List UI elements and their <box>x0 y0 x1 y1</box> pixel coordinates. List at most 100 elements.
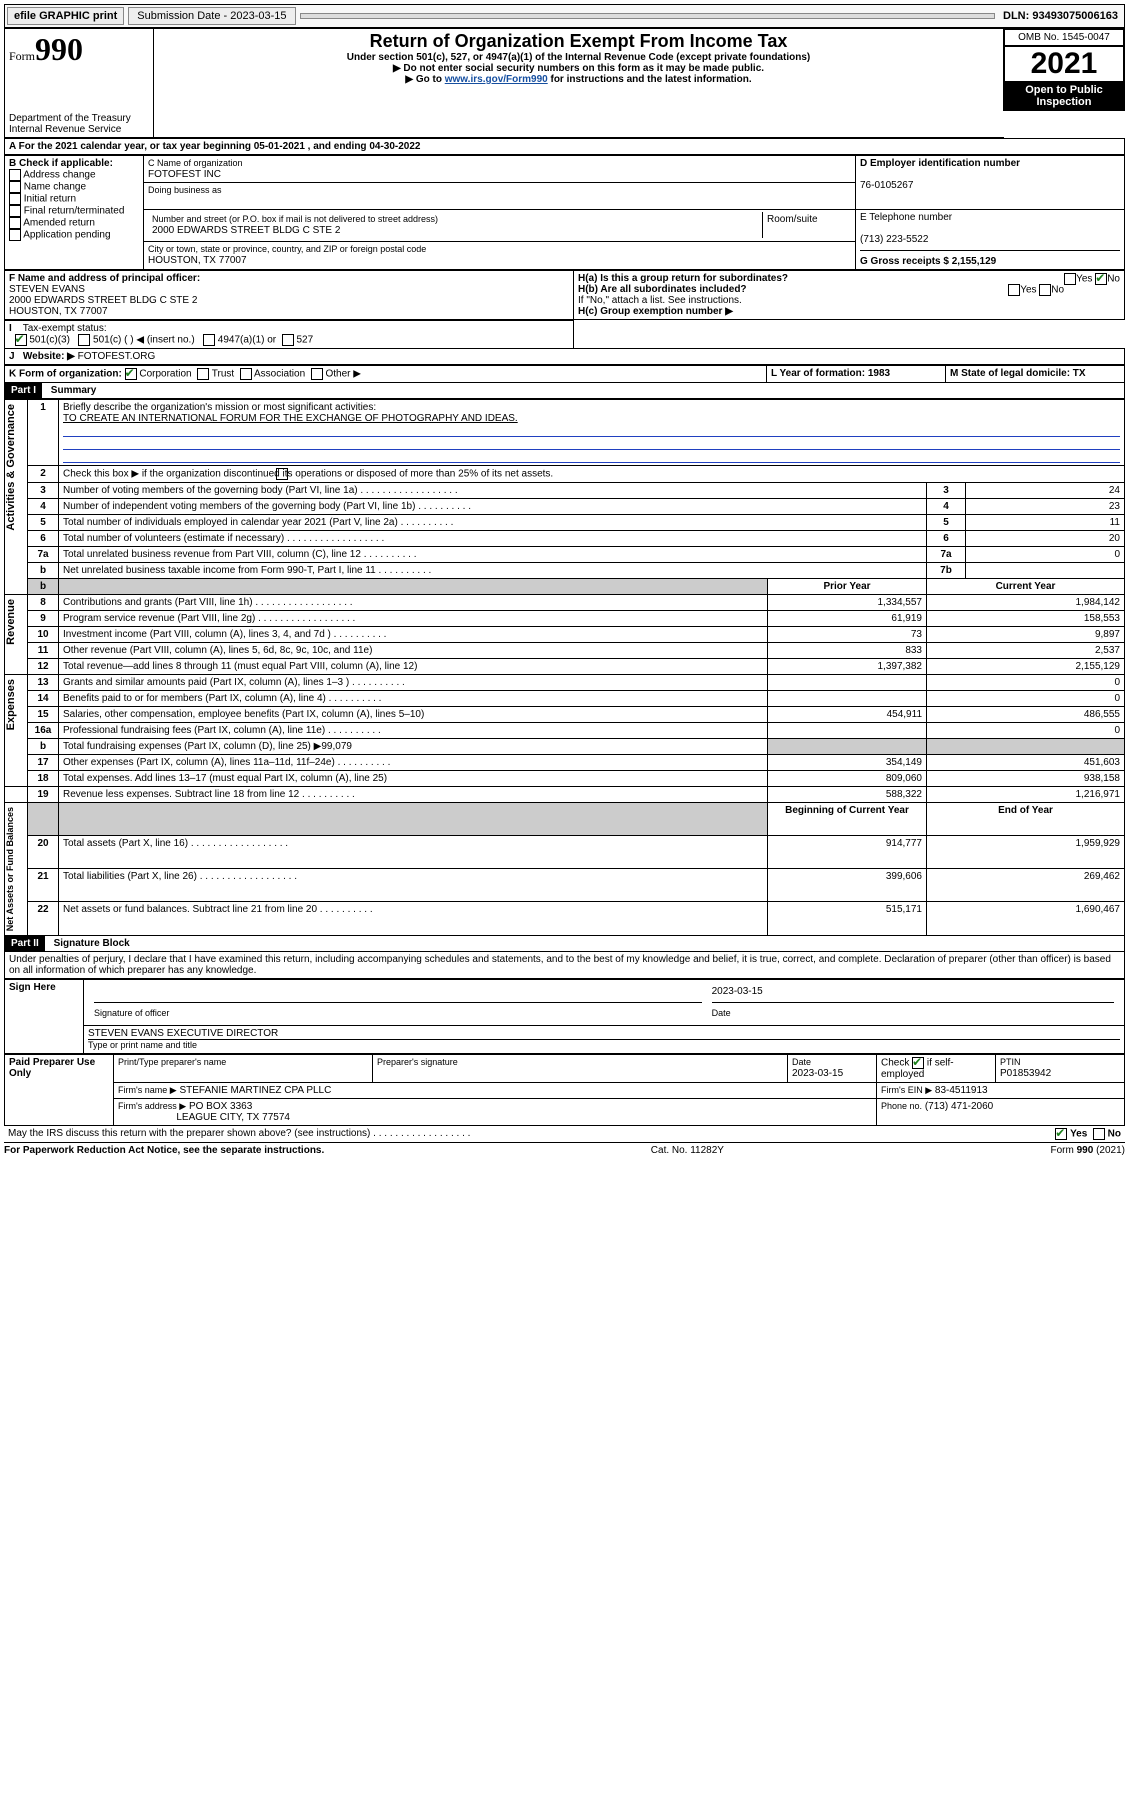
gov-row: 5Total number of individuals employed in… <box>5 514 1125 530</box>
part1-header: Part I <box>5 383 42 398</box>
trust-checkbox[interactable] <box>197 368 209 380</box>
street-value: 2000 EDWARDS STREET BLDG C STE 2 <box>152 225 340 236</box>
gov-row: 7aTotal unrelated business revenue from … <box>5 546 1125 562</box>
gov-row: 6Total number of volunteers (estimate if… <box>5 530 1125 546</box>
prep-sig-label: Preparer's signature <box>377 1057 458 1067</box>
tax-year: 2021 <box>1004 46 1124 82</box>
section-l: L Year of formation: 1983 <box>767 365 946 382</box>
501c-checkbox[interactable] <box>78 334 90 346</box>
gov-row: 4Number of independent voting members of… <box>5 498 1125 514</box>
gov-row: bNet unrelated business taxable income f… <box>5 562 1125 578</box>
gov-row: 3Number of voting members of the governi… <box>5 482 1125 498</box>
top-bar: efile GRAPHIC print Submission Date - 20… <box>4 4 1125 28</box>
hb-no-checkbox[interactable] <box>1039 284 1051 296</box>
line-a: A For the 2021 calendar year, or tax yea… <box>5 138 1125 154</box>
section-j: J Website: ▶ FOTOFEST.ORG <box>5 348 1125 364</box>
subtitle-2: ▶ Do not enter social security numbers o… <box>158 63 999 74</box>
discuss-yes-checkbox[interactable] <box>1055 1128 1067 1140</box>
type-name-label: Type or print name and title <box>88 1040 197 1050</box>
summary-table: Activities & Governance 1 Briefly descri… <box>4 399 1125 936</box>
hb-yes-checkbox[interactable] <box>1008 284 1020 296</box>
sig-officer-label: Signature of officer <box>94 1008 169 1018</box>
submission-date: Submission Date - 2023-03-15 <box>128 7 295 25</box>
city-value: HOUSTON, TX 77007 <box>148 255 247 266</box>
sign-date-label: Date <box>712 1008 731 1018</box>
name-change-checkbox[interactable] <box>9 181 21 193</box>
dba-label: Doing business as <box>148 185 222 195</box>
amended-return-checkbox[interactable] <box>9 217 21 229</box>
side-governance: Activities & Governance <box>5 400 17 535</box>
4947-checkbox[interactable] <box>203 334 215 346</box>
self-employed-checkbox[interactable] <box>912 1057 924 1069</box>
officer-addr1: 2000 EDWARDS STREET BLDG C STE 2 <box>9 295 197 306</box>
omb-number: OMB No. 1545-0047 <box>1004 29 1124 46</box>
firm-name: STEFANIE MARTINEZ CPA PLLC <box>179 1085 331 1096</box>
penalty-text: Under penalties of perjury, I declare th… <box>4 952 1125 979</box>
part2-header: Part II <box>5 936 45 951</box>
firm-phone: (713) 471-2060 <box>925 1101 993 1112</box>
current-year-header: Current Year <box>927 578 1125 594</box>
501c3-checkbox[interactable] <box>15 334 27 346</box>
open-public: Open to Public Inspection <box>1004 82 1124 110</box>
firm-addr1: PO BOX 3363 <box>189 1101 252 1112</box>
q2-checkbox[interactable] <box>276 468 288 480</box>
assoc-checkbox[interactable] <box>240 368 252 380</box>
initial-return-checkbox[interactable] <box>9 193 21 205</box>
irs-link[interactable]: www.irs.gov/Form990 <box>445 74 548 85</box>
section-i: I Tax-exempt status: 501(c)(3) 501(c) ( … <box>5 320 574 348</box>
final-return-checkbox[interactable] <box>9 205 21 217</box>
dln-label: DLN: 93493075006163 <box>997 8 1124 24</box>
website-value: FOTOFEST.ORG <box>78 351 156 362</box>
org-info-block: B Check if applicable: Address change Na… <box>4 155 1125 270</box>
side-revenue: Revenue <box>5 595 17 649</box>
form-990: 990 <box>35 31 83 67</box>
subtitle-1: Under section 501(c), 527, or 4947(a)(1)… <box>158 52 999 63</box>
form-word: Form <box>9 49 35 63</box>
q2-label: Check this box ▶ if the organization dis… <box>59 465 1125 482</box>
officer-name-title: STEVEN EVANS EXECUTIVE DIRECTOR <box>88 1028 278 1039</box>
section-k: K Form of organization: Corporation Trus… <box>5 365 767 382</box>
ptin-value: P01853942 <box>1000 1068 1051 1079</box>
prior-year-header: Prior Year <box>768 578 927 594</box>
firm-addr2: LEAGUE CITY, TX 77574 <box>176 1112 290 1123</box>
spacer-bar <box>300 13 996 19</box>
irs-label: Internal Revenue Service <box>9 124 121 135</box>
ha-no-checkbox[interactable] <box>1095 273 1107 285</box>
g-gross: G Gross receipts $ 2,155,129 <box>860 256 996 267</box>
section-b: B Check if applicable: Address change Na… <box>5 155 144 269</box>
org-name: FOTOFEST INC <box>148 169 221 180</box>
officer-addr2: HOUSTON, TX 77007 <box>9 306 108 317</box>
ein-value: 76-0105267 <box>860 180 913 191</box>
q1-label: Briefly describe the organization's miss… <box>63 402 376 413</box>
paid-preparer-label: Paid Preparer Use Only <box>5 1054 114 1125</box>
form-title: Return of Organization Exempt From Incom… <box>158 31 999 52</box>
subtitle-3: ▶ Go to www.irs.gov/Form990 for instruct… <box>158 74 999 85</box>
section-f: F Name and address of principal officer:… <box>5 270 574 319</box>
section-m: M State of legal domicile: TX <box>946 365 1125 382</box>
firm-ein: 83-4511913 <box>935 1085 988 1096</box>
c-label: C Name of organization <box>148 158 243 168</box>
other-checkbox[interactable] <box>311 368 323 380</box>
city-label: City or town, state or province, country… <box>148 244 426 254</box>
prep-date: 2023-03-15 <box>792 1068 843 1079</box>
corp-checkbox[interactable] <box>125 368 137 380</box>
part1-title: Summary <box>45 385 97 396</box>
dept-treasury: Department of the Treasury <box>9 113 131 124</box>
address-change-checkbox[interactable] <box>9 169 21 181</box>
efile-button[interactable]: efile GRAPHIC print <box>7 7 124 25</box>
527-checkbox[interactable] <box>282 334 294 346</box>
may-discuss: May the IRS discuss this return with the… <box>8 1128 370 1139</box>
begin-year-header: Beginning of Current Year <box>768 802 927 835</box>
d-label: D Employer identification number <box>860 158 1020 169</box>
sign-here-label: Sign Here <box>5 979 84 1053</box>
form-footer: Form 990 (2021) <box>1051 1145 1125 1156</box>
prep-name-label: Print/Type preparer's name <box>118 1057 226 1067</box>
officer-name: STEVEN EVANS <box>9 284 85 295</box>
room-suite-label: Room/suite <box>763 212 852 238</box>
mission-text: TO CREATE AN INTERNATIONAL FORUM FOR THE… <box>63 413 518 424</box>
phone-value: (713) 223-5522 <box>860 234 928 245</box>
application-pending-checkbox[interactable] <box>9 229 21 241</box>
ha-yes-checkbox[interactable] <box>1064 273 1076 285</box>
discuss-no-checkbox[interactable] <box>1093 1128 1105 1140</box>
side-net: Net Assets or Fund Balances <box>5 803 15 935</box>
